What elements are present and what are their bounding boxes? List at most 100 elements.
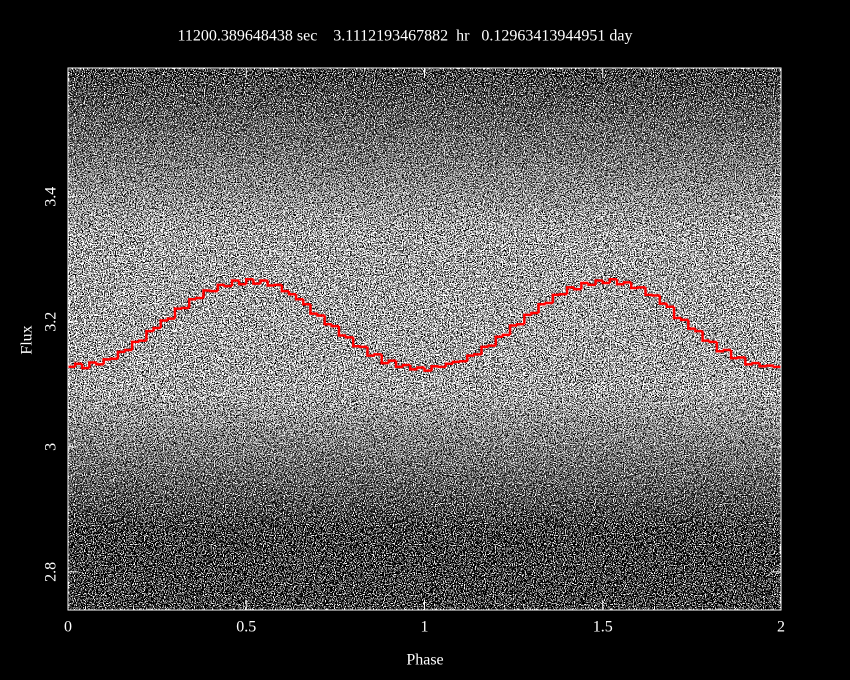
step-segment <box>216 283 225 292</box>
step-segment <box>138 339 147 342</box>
noise-texture <box>68 68 781 610</box>
step-segment <box>722 348 732 352</box>
step-segment <box>245 278 254 285</box>
step-segment <box>679 318 689 322</box>
step-segment <box>359 345 368 349</box>
step-segment <box>280 284 290 293</box>
step-segment <box>316 313 325 317</box>
step-segment <box>644 287 653 297</box>
step-segment <box>736 356 746 359</box>
step-segment <box>772 365 781 369</box>
step-segment <box>159 319 168 329</box>
step-segment <box>622 281 632 285</box>
step-segment <box>594 279 603 285</box>
step-segment <box>565 286 575 295</box>
step-segment <box>608 278 618 284</box>
step-segment <box>687 319 696 330</box>
step-segment <box>394 360 404 369</box>
chart-title: 11200.389648438 sec 3.1112193467882 hr 0… <box>177 28 632 45</box>
step-segment <box>694 328 703 333</box>
step-segment <box>729 349 739 360</box>
step-segment <box>202 289 211 299</box>
step-segment <box>437 365 446 369</box>
step-segment <box>180 306 190 310</box>
step-segment <box>480 345 489 355</box>
step-segment <box>744 357 753 366</box>
step-segment <box>665 303 675 309</box>
x-tick-label: 0 <box>64 619 72 636</box>
x-tick-label: 2 <box>777 619 785 636</box>
step-segment <box>166 317 175 321</box>
step-segment <box>109 357 118 360</box>
x-tick-label: 1.5 <box>593 619 613 636</box>
step-segment <box>302 299 311 306</box>
step-segment <box>466 354 475 362</box>
step-segment <box>252 279 261 285</box>
plot <box>68 278 781 372</box>
step-segment <box>701 331 710 342</box>
step-segment <box>751 361 760 365</box>
step-segment <box>330 324 339 328</box>
step-segment <box>758 363 767 368</box>
step-segment <box>630 282 639 290</box>
x-tick-label: 0.5 <box>236 619 256 636</box>
step-segment <box>230 279 240 287</box>
step-segment <box>523 313 532 325</box>
step-segment <box>259 279 268 284</box>
step-segment <box>266 280 275 287</box>
step-segment <box>145 329 154 341</box>
y-axis-label: Flux <box>19 325 36 354</box>
step-segment <box>152 326 161 332</box>
y-tick-label: 2.8 <box>43 562 60 582</box>
step-segment <box>430 364 439 371</box>
step-segment <box>351 337 361 348</box>
step-segment <box>81 363 90 370</box>
step-segment <box>88 361 97 369</box>
step-segment <box>651 294 660 297</box>
y-tick-label: 3 <box>43 443 60 451</box>
step-segment <box>237 280 247 286</box>
step-segment <box>473 353 482 356</box>
step-segment <box>572 287 582 291</box>
step-segment <box>587 283 596 287</box>
y-tick-label: 3.2 <box>43 312 60 332</box>
step-segment <box>423 367 432 372</box>
step-segment <box>344 335 354 339</box>
step-segment <box>416 366 425 370</box>
step-segment <box>130 340 140 350</box>
step-segment <box>173 307 183 319</box>
step-segment <box>501 333 511 337</box>
x-axis-label: Phase <box>406 652 443 669</box>
step-segment <box>537 303 546 314</box>
step-segment <box>637 286 646 289</box>
step-segment <box>123 348 133 352</box>
step-segment <box>116 350 126 359</box>
step-segment <box>487 344 496 347</box>
step-segment <box>658 295 667 305</box>
step-segment <box>451 360 461 364</box>
step-segment <box>294 294 304 301</box>
step-segment <box>551 293 560 304</box>
step-segment <box>401 363 411 367</box>
step-segment <box>408 364 418 371</box>
step-segment <box>458 359 468 363</box>
step-segment <box>373 353 382 356</box>
step-segment <box>337 326 347 337</box>
step-segment <box>273 283 282 287</box>
step-segment <box>309 304 318 315</box>
step-segment <box>494 335 503 346</box>
step-segment <box>187 298 197 309</box>
step-segment <box>765 364 774 367</box>
step-segment <box>366 346 375 357</box>
step-segment <box>223 284 232 288</box>
step-segment <box>708 340 717 344</box>
step-segment <box>195 296 204 300</box>
step-segment <box>102 358 111 365</box>
step-segment <box>515 323 525 326</box>
step-segment <box>544 301 553 305</box>
step-segment <box>530 311 539 315</box>
step-segment <box>287 291 297 296</box>
step-segment <box>444 362 454 367</box>
step-segment <box>672 306 682 320</box>
